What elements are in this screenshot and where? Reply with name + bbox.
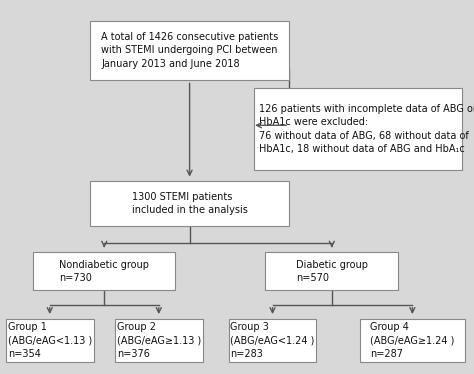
Text: Nondiabetic group
n=730: Nondiabetic group n=730 bbox=[59, 260, 149, 283]
Text: 1300 STEMI patients
included in the analysis: 1300 STEMI patients included in the anal… bbox=[132, 192, 247, 215]
FancyBboxPatch shape bbox=[90, 21, 289, 80]
Text: Group 3
(ABG/eAG<1.24 )
n=283: Group 3 (ABG/eAG<1.24 ) n=283 bbox=[230, 322, 315, 359]
FancyBboxPatch shape bbox=[6, 319, 94, 362]
FancyBboxPatch shape bbox=[360, 319, 465, 362]
FancyBboxPatch shape bbox=[115, 319, 202, 362]
Text: Diabetic group
n=570: Diabetic group n=570 bbox=[296, 260, 368, 283]
FancyBboxPatch shape bbox=[254, 88, 462, 170]
Text: 126 patients with incomplete data of ABG or
HbA1c were excluded:
76 without data: 126 patients with incomplete data of ABG… bbox=[259, 104, 474, 154]
Text: Group 4
(ABG/eAG≥1.24 )
n=287: Group 4 (ABG/eAG≥1.24 ) n=287 bbox=[370, 322, 455, 359]
FancyBboxPatch shape bbox=[265, 252, 398, 290]
Text: Group 2
(ABG/eAG≥1.13 )
n=376: Group 2 (ABG/eAG≥1.13 ) n=376 bbox=[117, 322, 201, 359]
Text: A total of 1426 consecutive patients
with STEMI undergoing PCI between
January 2: A total of 1426 consecutive patients wit… bbox=[101, 32, 278, 69]
Text: Group 1
(ABG/eAG<1.13 )
n=354: Group 1 (ABG/eAG<1.13 ) n=354 bbox=[8, 322, 92, 359]
FancyBboxPatch shape bbox=[90, 181, 289, 226]
FancyBboxPatch shape bbox=[228, 319, 316, 362]
FancyBboxPatch shape bbox=[33, 252, 175, 290]
